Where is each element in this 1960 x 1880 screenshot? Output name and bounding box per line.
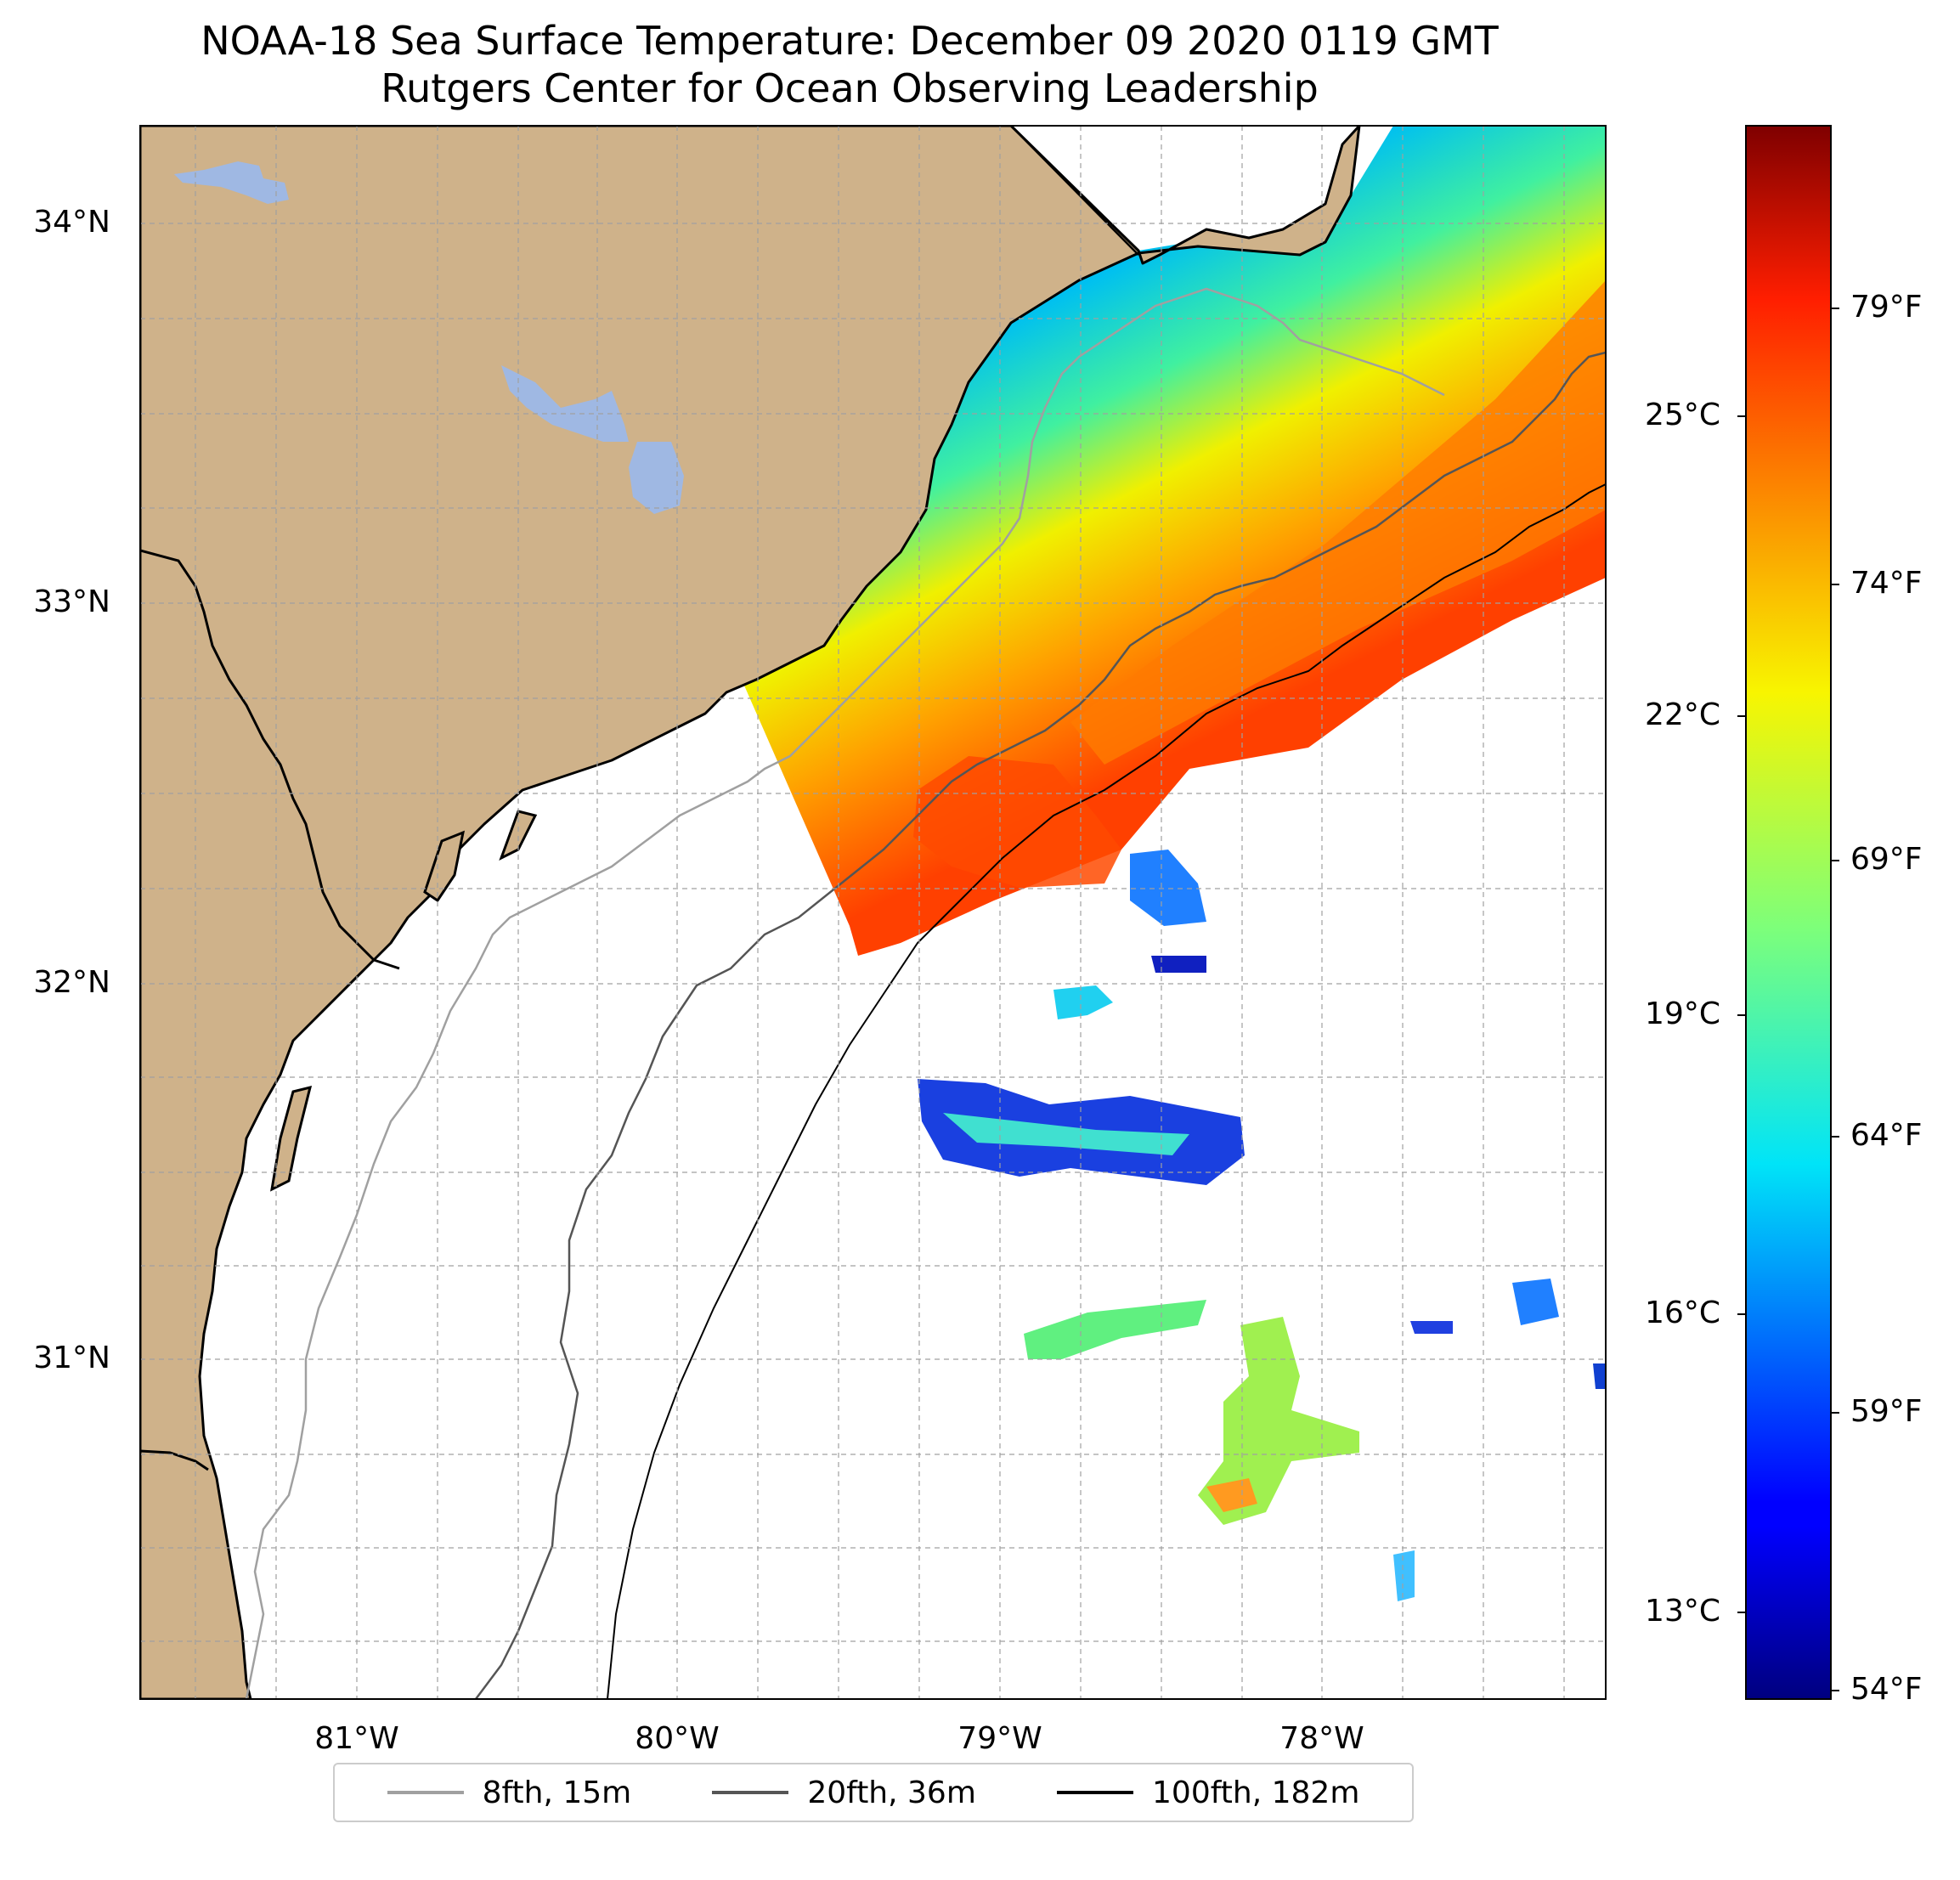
state-border (140, 1449, 209, 1471)
gridlines (140, 126, 1606, 1699)
land-mainland (140, 126, 1361, 1699)
isobath-20fth (475, 351, 1606, 1699)
sst-patch (1593, 1363, 1606, 1389)
colorbar-celsius-axis: 25°C 22°C 19°C 16°C 13°C (1645, 398, 1746, 1629)
legend-label: 100fth, 182m (1152, 1775, 1360, 1810)
legend-line-swatch (1057, 1791, 1134, 1794)
map-frame (139, 125, 1607, 1700)
colorbar-label-f: 54°F (1850, 1672, 1923, 1707)
colorbar-label-f: 64°F (1850, 1118, 1923, 1153)
colorbar-label-f: 69°F (1850, 842, 1923, 877)
state-border (1010, 126, 1139, 256)
lon-label-80: 80°W (635, 1721, 719, 1756)
sst-patch (1024, 1300, 1206, 1359)
sst-patch (1393, 1550, 1415, 1601)
sst-patch (1410, 1321, 1453, 1334)
sst-patch (1198, 1317, 1359, 1525)
colorbar-label-f: 74°F (1850, 566, 1923, 601)
colorbar-label-c: 25°C (1645, 398, 1720, 432)
lat-label-34: 34°N (33, 205, 110, 240)
lat-label-32: 32°N (33, 965, 110, 1000)
colorbar-label-c: 19°C (1645, 996, 1720, 1031)
colorbar-label-c: 16°C (1645, 1296, 1720, 1330)
legend-line-swatch (387, 1791, 464, 1794)
sst-patch (1130, 850, 1206, 926)
legend-line-swatch (712, 1791, 789, 1794)
colorbar (1745, 125, 1832, 1700)
island (423, 830, 466, 903)
sst-warm-core (913, 756, 1121, 888)
lon-label-81: 81°W (314, 1721, 398, 1756)
sst-patch (1512, 1279, 1559, 1325)
colorbar-label-c: 22°C (1645, 697, 1720, 732)
sst-patch (1206, 1478, 1257, 1512)
map-area (140, 126, 1606, 1699)
isobath-legend: 8fth, 15m 20fth, 36m 100fth, 182m (333, 1763, 1414, 1822)
colorbar-label-c: 13°C (1645, 1594, 1720, 1629)
sst-swath (742, 126, 1606, 956)
map-subtitle: Rutgers Center for Ocean Observing Leade… (381, 65, 1319, 111)
legend-item: 8fth, 15m (387, 1775, 632, 1810)
sst-patch (1151, 956, 1206, 973)
isobath-8fth (245, 287, 1445, 1699)
legend-label: 20fth, 36m (807, 1775, 976, 1810)
lake-marion (501, 365, 629, 442)
lake-lanier (174, 161, 289, 204)
colorbar-label-f: 79°F (1850, 290, 1923, 325)
sst-patch (1053, 985, 1113, 1019)
legend-item: 20fth, 36m (712, 1776, 976, 1810)
sst-warm-band (1070, 280, 1606, 765)
isobath-100fth (607, 483, 1606, 1699)
island (270, 1085, 313, 1192)
colorbar-fahrenheit-axis: 79°F 74°F 69°F 64°F 59°F 54°F (1831, 290, 1923, 1707)
legend-label: 8fth, 15m (482, 1775, 632, 1810)
colorbar-label-f: 59°F (1850, 1394, 1923, 1429)
sst-patch (943, 1113, 1189, 1155)
map-title: NOAA-18 Sea Surface Temperature: Decembe… (201, 18, 1499, 64)
lon-label-78: 78°W (1279, 1721, 1364, 1756)
legend-item: 100fth, 182m (1057, 1776, 1359, 1810)
lat-label-31: 31°N (33, 1341, 110, 1375)
lon-label-79: 79°W (957, 1721, 1042, 1756)
lake-moultrie (629, 442, 684, 514)
lat-label-33: 33°N (33, 584, 110, 619)
